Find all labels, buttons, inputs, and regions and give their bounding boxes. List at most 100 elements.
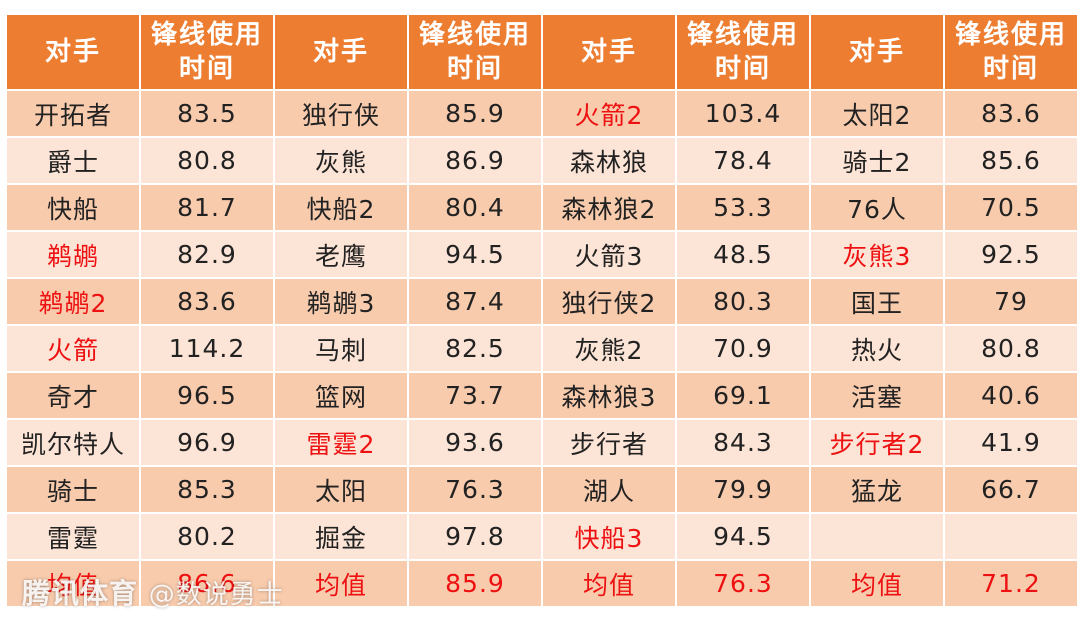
- opponent-cell: 步行者: [543, 420, 675, 465]
- minutes-cell: 79: [945, 279, 1077, 324]
- opponent-cell: 森林狼: [543, 138, 675, 183]
- table-row: 开拓者 83.5 独行侠 85.9 火箭2 103.4 太阳2 83.6: [7, 91, 1077, 136]
- table-header-row: 对手 锋线使用时间 对手 锋线使用时间 对手 锋线使用时间 对手 锋线使用时间: [7, 15, 1077, 89]
- table-row: 奇才 96.5 篮网 73.7 森林狼3 69.1 活塞 40.6: [7, 373, 1077, 418]
- minutes-cell: 78.4: [677, 138, 809, 183]
- opponent-cell: 爵士: [7, 138, 139, 183]
- forward-minutes-table: 对手 锋线使用时间 对手 锋线使用时间 对手 锋线使用时间 对手 锋线使用时间 开拓者 83.5…: [5, 13, 1079, 608]
- opponent-cell: 灰熊2: [543, 326, 675, 371]
- table-row: 鹈鹕 82.9 老鹰 94.5 火箭3 48.5 灰熊3 92.5: [7, 232, 1077, 277]
- minutes-cell: 73.7: [409, 373, 541, 418]
- opponent-cell: 火箭3: [543, 232, 675, 277]
- opponent-cell: 76人: [811, 185, 943, 230]
- opponent-cell: 太阳2: [811, 91, 943, 136]
- opponent-cell: 步行者2: [811, 420, 943, 465]
- minutes-cell: 84.3: [677, 420, 809, 465]
- minutes-cell: 80.2: [141, 514, 273, 559]
- opponent-cell: 鹈鹕3: [275, 279, 407, 324]
- header-forward-minutes: 锋线使用时间: [677, 15, 809, 89]
- opponent-cell: 独行侠2: [543, 279, 675, 324]
- opponent-cell: 快船2: [275, 185, 407, 230]
- minutes-cell: 79.9: [677, 467, 809, 512]
- minutes-cell: 85.3: [141, 467, 273, 512]
- minutes-cell: 87.4: [409, 279, 541, 324]
- minutes-cell: 94.5: [409, 232, 541, 277]
- minutes-cell: 70.9: [677, 326, 809, 371]
- opponent-cell: 马刺: [275, 326, 407, 371]
- table-row: 雷霆 80.2 掘金 97.8 快船3 94.5: [7, 514, 1077, 559]
- opponent-cell: 火箭: [7, 326, 139, 371]
- opponent-cell: 篮网: [275, 373, 407, 418]
- table-row: 火箭 114.2 马刺 82.5 灰熊2 70.9 热火 80.8: [7, 326, 1077, 371]
- minutes-cell: 69.1: [677, 373, 809, 418]
- opponent-cell: 雷霆: [7, 514, 139, 559]
- table-body: 开拓者 83.5 独行侠 85.9 火箭2 103.4 太阳2 83.6 爵士 80.8 灰熊 86.…: [7, 91, 1077, 606]
- header-opponent: 对手: [7, 15, 139, 89]
- forward-minutes-table-container: 对手 锋线使用时间 对手 锋线使用时间 对手 锋线使用时间 对手 锋线使用时间 开拓者 83.5…: [5, 13, 1077, 608]
- watermark-handle: @数说勇士: [148, 580, 284, 610]
- minutes-cell: 81.7: [141, 185, 273, 230]
- minutes-cell: 76.3: [409, 467, 541, 512]
- opponent-cell: 活塞: [811, 373, 943, 418]
- minutes-cell: 80.8: [141, 138, 273, 183]
- opponent-cell: 骑士2: [811, 138, 943, 183]
- table-row: 爵士 80.8 灰熊 86.9 森林狼 78.4 骑士2 85.6: [7, 138, 1077, 183]
- header-opponent: 对手: [811, 15, 943, 89]
- opponent-cell: 均值: [543, 561, 675, 606]
- opponent-cell: 均值: [275, 561, 407, 606]
- minutes-cell: 76.3: [677, 561, 809, 606]
- minutes-cell: 83.5: [141, 91, 273, 136]
- minutes-cell: 92.5: [945, 232, 1077, 277]
- opponent-cell: 热火: [811, 326, 943, 371]
- opponent-cell: 湖人: [543, 467, 675, 512]
- opponent-cell: 老鹰: [275, 232, 407, 277]
- header-forward-minutes: 锋线使用时间: [141, 15, 273, 89]
- minutes-cell: 86.6: [141, 561, 273, 606]
- opponent-cell: 森林狼2: [543, 185, 675, 230]
- minutes-cell: 41.9: [945, 420, 1077, 465]
- minutes-cell: 66.7: [945, 467, 1077, 512]
- opponent-cell: 掘金: [275, 514, 407, 559]
- minutes-cell: 70.5: [945, 185, 1077, 230]
- opponent-cell: 国王: [811, 279, 943, 324]
- minutes-cell: 53.3: [677, 185, 809, 230]
- table-row: 鹈鹕2 83.6 鹈鹕3 87.4 独行侠2 80.3 国王 79: [7, 279, 1077, 324]
- minutes-cell: 97.8: [409, 514, 541, 559]
- minutes-cell: 114.2: [141, 326, 273, 371]
- opponent-cell: 均值: [7, 561, 139, 606]
- minutes-cell: 103.4: [677, 91, 809, 136]
- opponent-cell: 开拓者: [7, 91, 139, 136]
- opponent-cell: 骑士: [7, 467, 139, 512]
- minutes-cell: 80.3: [677, 279, 809, 324]
- opponent-cell: 灰熊3: [811, 232, 943, 277]
- watermark: 腾讯体育 @数说勇士: [22, 572, 284, 612]
- minutes-cell: 82.5: [409, 326, 541, 371]
- minutes-cell: 40.6: [945, 373, 1077, 418]
- minutes-cell: 83.6: [141, 279, 273, 324]
- minutes-cell: 94.5: [677, 514, 809, 559]
- minutes-cell: 85.6: [945, 138, 1077, 183]
- minutes-cell: [945, 514, 1077, 559]
- opponent-cell: 奇才: [7, 373, 139, 418]
- opponent-cell: 快船: [7, 185, 139, 230]
- opponent-cell: 森林狼3: [543, 373, 675, 418]
- header-opponent: 对手: [275, 15, 407, 89]
- header-forward-minutes: 锋线使用时间: [409, 15, 541, 89]
- minutes-cell: 86.9: [409, 138, 541, 183]
- average-row: 均值 86.6 均值 85.9 均值 76.3 均值 71.2: [7, 561, 1077, 606]
- minutes-cell: 80.4: [409, 185, 541, 230]
- opponent-cell: 太阳: [275, 467, 407, 512]
- table-row: 凯尔特人 96.9 雷霆2 93.6 步行者 84.3 步行者2 41.9: [7, 420, 1077, 465]
- opponent-cell: 快船3: [543, 514, 675, 559]
- minutes-cell: 96.9: [141, 420, 273, 465]
- watermark-brand: 腾讯体育: [22, 577, 139, 610]
- minutes-cell: 93.6: [409, 420, 541, 465]
- header-forward-minutes: 锋线使用时间: [945, 15, 1077, 89]
- opponent-cell: 凯尔特人: [7, 420, 139, 465]
- minutes-cell: 83.6: [945, 91, 1077, 136]
- opponent-cell: 鹈鹕2: [7, 279, 139, 324]
- minutes-cell: 80.8: [945, 326, 1077, 371]
- opponent-cell: 雷霆2: [275, 420, 407, 465]
- minutes-cell: 82.9: [141, 232, 273, 277]
- opponent-cell: [811, 514, 943, 559]
